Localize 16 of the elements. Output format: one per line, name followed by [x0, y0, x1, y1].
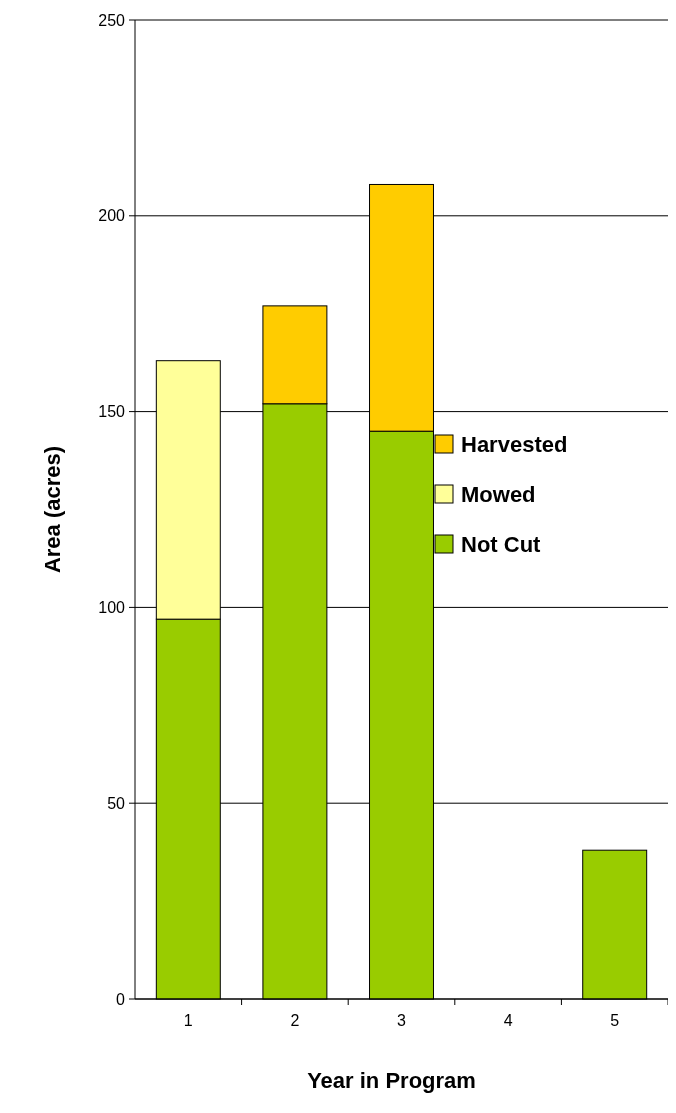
legend-label: Mowed: [461, 481, 536, 507]
legend-label: Harvested: [461, 431, 568, 457]
x-tick-label: 1: [183, 1012, 193, 1029]
x-tick-label: 5: [610, 1012, 620, 1029]
legend-label: Not Cut: [461, 531, 542, 557]
y-axis-title: Area (acres): [40, 445, 65, 574]
x-tick-label: 3: [397, 1012, 407, 1029]
x-tick-label: 2: [290, 1012, 300, 1029]
y-tick-label: 150: [98, 403, 126, 421]
x-tick-label: 4: [503, 1012, 513, 1029]
x-axis-title: Year in Program: [307, 1068, 476, 1093]
y-tick-label: 250: [98, 11, 126, 29]
y-tick-label: 200: [98, 207, 126, 225]
y-tick-label: 0: [116, 990, 126, 1008]
y-tick-label: 100: [98, 599, 126, 616]
y-tick-label: 50: [107, 794, 126, 812]
